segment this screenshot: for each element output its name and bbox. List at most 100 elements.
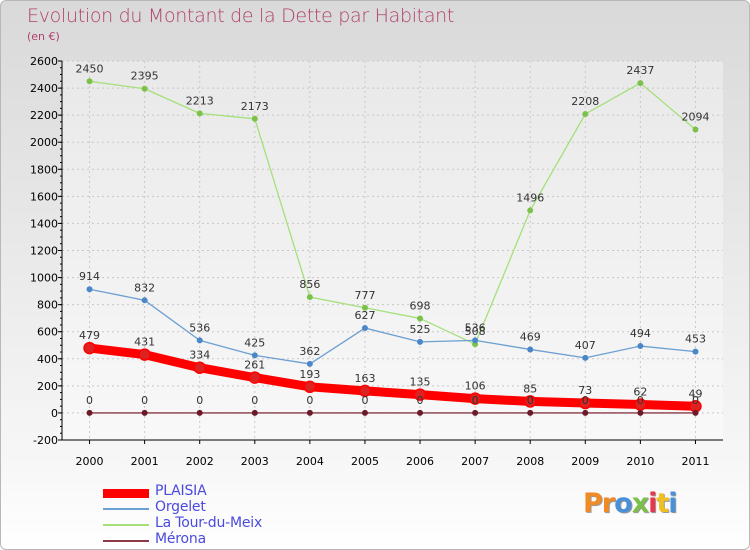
y-tick-label: 1200 xyxy=(30,245,58,258)
data-point xyxy=(306,294,313,301)
data-point xyxy=(417,338,424,345)
x-tick-label: 2003 xyxy=(241,455,269,468)
y-tick-label: 2400 xyxy=(30,82,58,95)
data-label: 2173 xyxy=(241,100,269,113)
x-tick-label: 2008 xyxy=(516,455,544,468)
y-tick-label: 200 xyxy=(37,380,58,393)
data-label: 2213 xyxy=(186,94,214,107)
data-point xyxy=(413,388,427,401)
x-tick-label: 2000 xyxy=(76,455,104,468)
data-label: 334 xyxy=(189,349,210,362)
y-tick-label: 1000 xyxy=(30,272,58,285)
data-label: 0 xyxy=(582,394,589,407)
logo-letter: i xyxy=(648,488,657,519)
data-label: 525 xyxy=(410,323,431,336)
data-label: 0 xyxy=(251,394,258,407)
data-label: 407 xyxy=(575,339,596,352)
series-line-0 xyxy=(85,343,700,411)
y-tick-label: 2200 xyxy=(30,109,58,122)
data-label: 0 xyxy=(306,394,313,407)
x-tick-label: 2009 xyxy=(571,455,599,468)
data-point xyxy=(86,409,93,416)
legend-swatch xyxy=(103,524,149,526)
data-point xyxy=(417,409,424,416)
data-label: 49 xyxy=(688,387,702,400)
data-point xyxy=(141,85,148,92)
data-label: 698 xyxy=(410,299,431,312)
data-point xyxy=(141,409,148,416)
data-label: 2395 xyxy=(131,70,159,83)
data-label: 777 xyxy=(354,289,375,302)
data-label: 494 xyxy=(630,327,651,340)
legend-swatch xyxy=(103,508,149,510)
x-tick-label: 2001 xyxy=(131,455,159,468)
data-label: 536 xyxy=(189,321,210,334)
data-point xyxy=(358,384,372,398)
y-tick-label: 800 xyxy=(37,299,58,312)
legend-label: Orgelet xyxy=(155,499,206,515)
data-point xyxy=(527,409,534,416)
y-tick-label: 1400 xyxy=(30,217,58,230)
data-point xyxy=(86,78,93,85)
logo-letter: o xyxy=(614,488,633,519)
data-point xyxy=(582,354,589,361)
data-point xyxy=(579,396,592,410)
data-point xyxy=(637,409,644,416)
data-point xyxy=(637,80,644,87)
data-point xyxy=(248,371,262,384)
data-label: 832 xyxy=(134,281,155,294)
data-label: 0 xyxy=(692,394,699,407)
logo-letter: t xyxy=(656,488,669,519)
logo-letter: x xyxy=(631,488,649,519)
series-line-2 xyxy=(88,80,697,345)
data-point xyxy=(361,325,368,332)
data-point xyxy=(468,392,482,405)
data-label: 2437 xyxy=(626,64,654,77)
data-label: 2450 xyxy=(76,62,104,75)
data-label: 425 xyxy=(244,336,265,349)
data-label: 362 xyxy=(299,345,320,358)
data-label: 627 xyxy=(354,309,375,322)
y-tick-label: 600 xyxy=(37,326,58,339)
data-point xyxy=(582,409,589,416)
data-label: 261 xyxy=(244,359,265,372)
x-tick-label: 2005 xyxy=(351,455,379,468)
data-point xyxy=(303,380,317,394)
x-tick-label: 2006 xyxy=(406,455,434,468)
data-label: 0 xyxy=(86,394,93,407)
data-label: 0 xyxy=(141,394,148,407)
data-point xyxy=(582,111,589,118)
x-tick-label: 2010 xyxy=(626,455,654,468)
data-label: 73 xyxy=(578,384,592,397)
data-label: 536 xyxy=(465,321,486,334)
data-label: 106 xyxy=(465,380,486,393)
data-point xyxy=(196,409,203,416)
y-tick-label: -200 xyxy=(33,434,58,447)
data-label: 0 xyxy=(637,394,644,407)
data-point xyxy=(527,346,534,353)
data-point xyxy=(692,348,699,355)
data-point xyxy=(138,348,151,361)
x-tick-label: 2004 xyxy=(296,455,324,468)
series-line-1 xyxy=(88,288,697,365)
data-point xyxy=(361,409,368,416)
data-label: 1496 xyxy=(516,191,544,204)
chart-subtitle: (en €) xyxy=(27,30,60,43)
data-point xyxy=(417,315,424,322)
data-point xyxy=(527,207,534,214)
logo-letter: i xyxy=(668,488,677,519)
legend-swatch xyxy=(103,489,149,498)
data-point xyxy=(361,304,368,311)
y-tick-label: 1800 xyxy=(30,163,58,176)
data-label: 0 xyxy=(361,394,368,407)
data-label: 135 xyxy=(410,376,431,389)
data-point xyxy=(251,409,258,416)
data-point xyxy=(692,126,699,133)
data-label: 163 xyxy=(354,372,375,385)
data-label: 0 xyxy=(527,394,534,407)
chart-title: Evolution du Montant de la Dette par Hab… xyxy=(27,5,455,27)
legend-label: Mérona xyxy=(155,531,206,547)
data-label: 0 xyxy=(472,394,479,407)
